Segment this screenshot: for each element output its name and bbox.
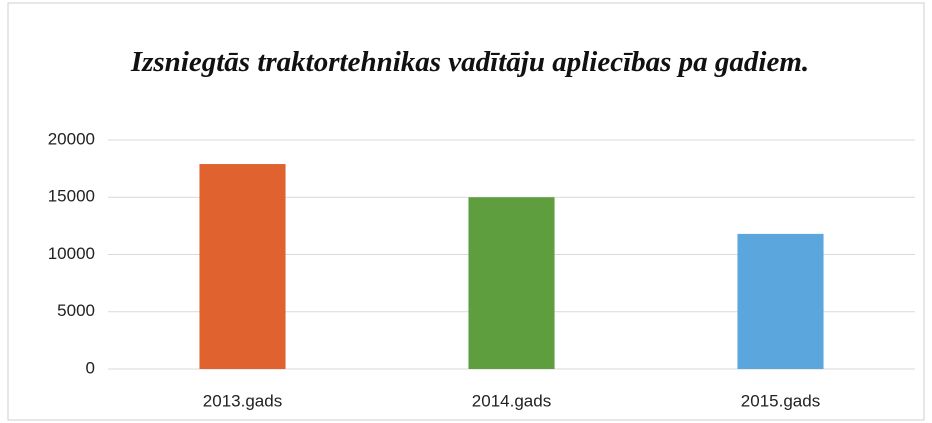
y-tick-label: 10000 — [48, 244, 95, 263]
chart-frame — [7, 2, 925, 421]
y-tick-label: 0 — [86, 358, 95, 377]
bar — [468, 197, 555, 369]
x-tick-label: 2015.gads — [741, 391, 820, 410]
y-tick-label: 20000 — [48, 129, 95, 148]
y-tick-label: 15000 — [48, 187, 95, 206]
x-tick-label: 2014.gads — [472, 391, 551, 410]
bar — [199, 164, 286, 369]
bar — [737, 233, 824, 369]
chart-title: Izsniegtās traktortehnikas vadītāju apli… — [130, 46, 810, 78]
x-tick-label: 2013.gads — [203, 391, 282, 410]
y-tick-label: 5000 — [57, 301, 95, 320]
